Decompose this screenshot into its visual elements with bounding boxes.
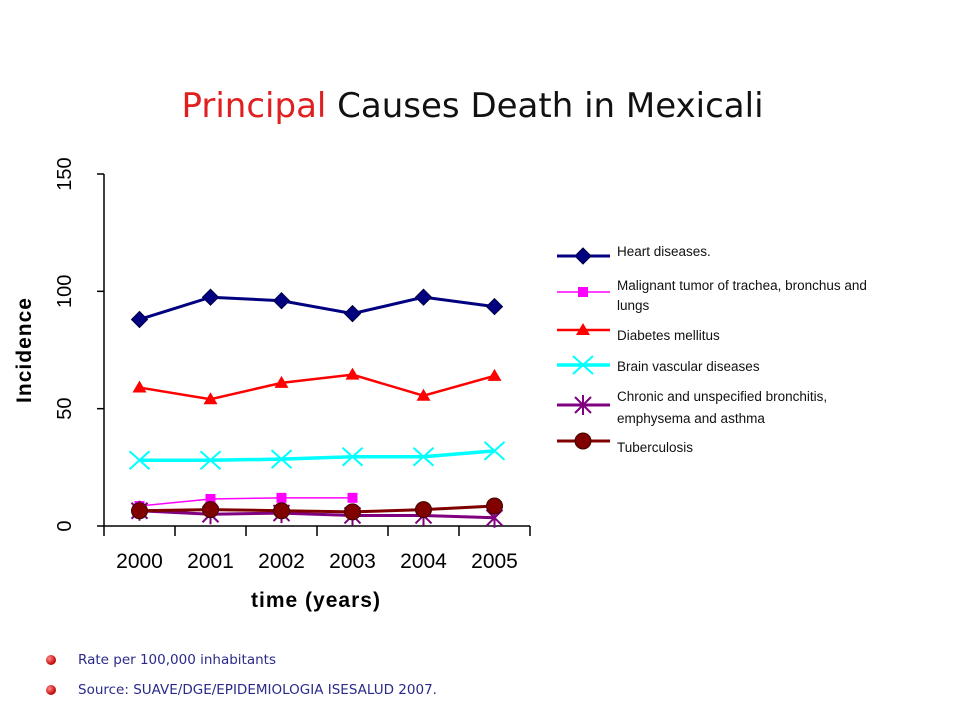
series-3 xyxy=(128,441,506,471)
title-rest: Causes Death in Mexicali xyxy=(326,86,764,126)
marker-stroke xyxy=(270,449,293,469)
series-line xyxy=(139,509,495,520)
marker-stroke xyxy=(483,441,506,461)
data-point xyxy=(344,503,361,521)
marker-stroke xyxy=(341,447,364,467)
legend-label: Heart diseases. xyxy=(617,244,711,259)
y-axis-title: Incidence xyxy=(13,297,36,403)
y-tick-label: 50 xyxy=(54,398,76,420)
legend-marker xyxy=(574,395,592,415)
legend-label: Malignant tumor of trachea, bronchus and xyxy=(617,278,867,293)
series-line xyxy=(139,449,495,463)
data-point xyxy=(345,367,360,380)
marker-stroke xyxy=(199,450,222,471)
bullet-icon xyxy=(46,685,56,695)
data-point xyxy=(270,449,293,469)
series-line xyxy=(139,373,495,401)
legend-label: Brain vascular diseases xyxy=(617,359,760,374)
series-layer xyxy=(128,288,506,528)
series-line xyxy=(139,497,353,507)
data-point xyxy=(203,392,218,405)
data-point xyxy=(416,388,431,401)
slide-title: Principal Causes Death in Mexicali xyxy=(0,86,945,126)
chart-axes: 0 50 100 150 2000 2001 2002 2003 2004 2005 xyxy=(54,157,531,573)
data-point xyxy=(485,297,504,316)
footnote-rate: Rate per 100,000 inhabitants xyxy=(46,652,276,668)
x-tick-label: 2004 xyxy=(400,550,447,573)
data-point xyxy=(272,292,291,310)
legend-marker xyxy=(578,287,588,297)
y-tick-label: 0 xyxy=(54,520,76,531)
data-point xyxy=(483,441,506,461)
legend-marker xyxy=(574,247,592,265)
legend-label: Tuberculosis xyxy=(617,440,693,455)
marker-stroke xyxy=(128,450,151,471)
legend-marker xyxy=(574,432,592,450)
legend-item-4: Chronic and unspecified bronchitis, emphy… xyxy=(557,389,827,426)
x-axis-title: time (years) xyxy=(251,589,381,612)
data-point xyxy=(274,375,289,388)
data-point xyxy=(201,288,220,306)
data-point xyxy=(276,492,287,503)
legend-item-5: Tuberculosis xyxy=(557,432,693,455)
series-line xyxy=(139,295,495,321)
y-tick-label: 150 xyxy=(54,157,76,190)
data-point xyxy=(130,310,149,329)
series-4 xyxy=(130,500,504,528)
footnote-source: Source: SUAVE/DGE/EPIDEMIOLOGIA ISESALUD… xyxy=(46,682,437,698)
data-point xyxy=(341,447,364,467)
series-5 xyxy=(131,497,503,521)
data-point xyxy=(202,501,219,519)
chart-legend: Heart diseases. Malignant tumor of trache… xyxy=(557,244,867,455)
footnote-source-text: Source: SUAVE/DGE/EPIDEMIOLOGIA ISESALUD… xyxy=(78,682,437,698)
data-point xyxy=(347,492,358,503)
legend-label: Diabetes mellitus xyxy=(617,328,720,343)
data-point xyxy=(273,502,290,520)
x-tick-label: 2001 xyxy=(187,550,234,573)
data-point xyxy=(486,497,503,515)
data-point xyxy=(415,501,432,519)
title-highlight: Principal xyxy=(181,86,327,126)
legend-label: Chronic and unspecified bronchitis, xyxy=(617,389,827,404)
marker-stroke xyxy=(412,447,435,467)
data-point xyxy=(414,288,433,306)
y-tick-label: 100 xyxy=(54,275,76,308)
marker-stroke xyxy=(572,355,594,375)
legend-marker xyxy=(576,323,590,335)
legend-marker xyxy=(572,355,594,375)
data-point xyxy=(128,450,151,471)
x-tick-label: 2005 xyxy=(471,550,518,573)
legend-label: lungs xyxy=(617,298,650,313)
x-tick-label: 2000 xyxy=(116,550,163,573)
data-point xyxy=(132,380,147,393)
legend-item-1: Malignant tumor of trachea, bronchus and… xyxy=(557,278,867,313)
series-2 xyxy=(132,367,502,405)
legend-item-2: Diabetes mellitus xyxy=(557,323,720,343)
data-point xyxy=(487,368,502,381)
data-point xyxy=(343,304,362,323)
bullet-icon xyxy=(46,655,56,665)
data-point xyxy=(412,447,435,467)
x-tick-label: 2003 xyxy=(329,550,376,573)
data-point xyxy=(199,450,222,471)
series-1 xyxy=(134,492,358,512)
x-tick-label: 2002 xyxy=(258,550,305,573)
legend-item-3: Brain vascular diseases xyxy=(557,355,760,375)
data-point xyxy=(131,502,148,520)
series-0 xyxy=(130,288,504,329)
data-point xyxy=(205,494,216,505)
legend-item-0: Heart diseases. xyxy=(557,244,711,265)
footnote-rate-text: Rate per 100,000 inhabitants xyxy=(78,652,276,668)
legend-label: emphysema and asthma xyxy=(617,411,765,426)
series-line xyxy=(139,504,495,514)
